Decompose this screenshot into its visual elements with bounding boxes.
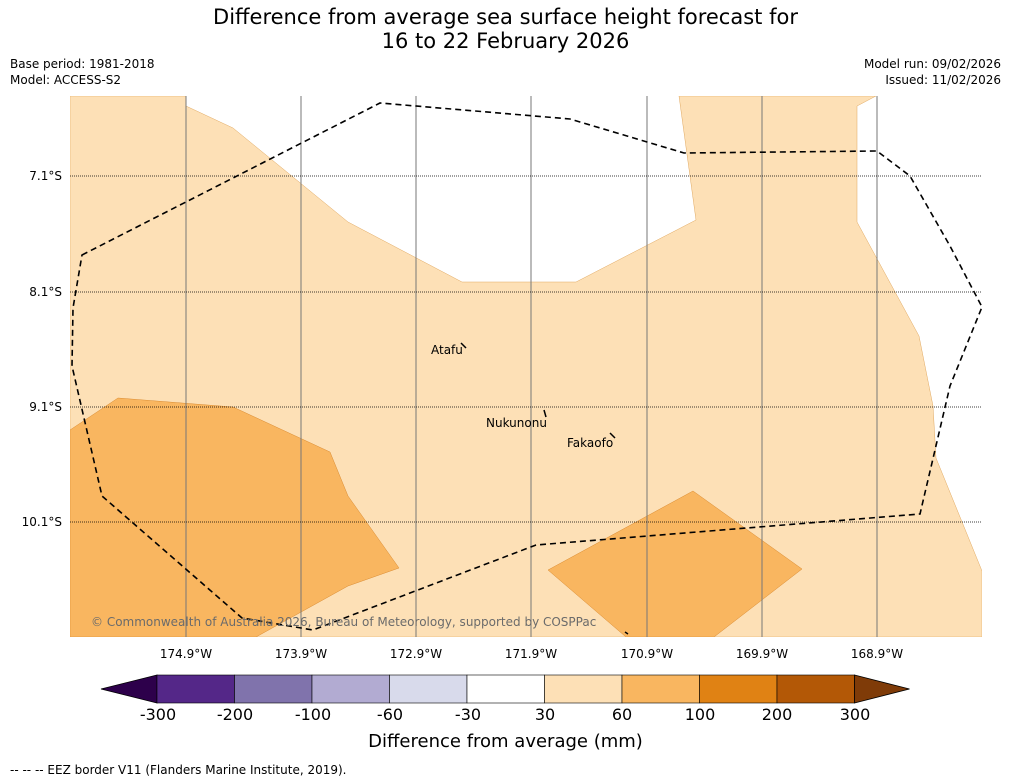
colorbar-tick: 60	[611, 705, 633, 724]
lat-label: 9.1°S	[29, 400, 62, 414]
colorbar-extend-high	[854, 674, 910, 704]
colorbar-tick: -30	[454, 705, 482, 724]
fakaofo-island	[609, 432, 616, 439]
map-canvas: Atafu Nukunonu Fakaofo © Commonwealth of…	[70, 96, 982, 637]
lon-label: 169.9°W	[735, 647, 789, 661]
copyright-notice: © Commonwealth of Australia 2026, Bureau…	[91, 615, 596, 629]
colorbar-tick: 200	[761, 705, 793, 724]
model-run: Model run: 09/02/2026	[863, 57, 1001, 71]
lon-label: 174.9°W	[159, 647, 213, 661]
colorbar-segment	[466, 674, 545, 704]
place-label-nukunonu: Nukunonu	[486, 416, 547, 430]
meta-left: Base period: 1981-2018 Model: ACCESS-S2	[10, 56, 155, 88]
colorbar-tick: 100	[684, 705, 716, 724]
colorbar-tick: 30	[534, 705, 556, 724]
anomaly-region-60-100-southeast	[547, 490, 803, 637]
lon-label: 170.9°W	[620, 647, 674, 661]
colorbar-segment	[621, 674, 700, 704]
place-label-fakaofo: Fakaofo	[567, 436, 613, 450]
eez-legend-note: -- -- -- EEZ border V11 (Flanders Marine…	[10, 763, 347, 777]
title-line-1: Difference from average sea surface heig…	[213, 5, 798, 29]
colorbar-segment	[699, 674, 778, 704]
colorbar-extend-low	[100, 674, 158, 704]
colorbar-tick: -100	[294, 705, 332, 724]
colorbar-label: Difference from average (mm)	[368, 731, 643, 752]
lon-label: 171.9°W	[504, 647, 558, 661]
issued-date: Issued: 11/02/2026	[885, 73, 1001, 87]
title-line-2: 16 to 22 February 2026	[381, 29, 630, 53]
lat-label: 7.1°S	[29, 169, 62, 183]
nukunonu-island	[543, 409, 547, 418]
lon-label: 172.9°W	[389, 647, 443, 661]
eez-border	[71, 102, 982, 631]
base-period: Base period: 1981-2018	[10, 57, 155, 71]
lon-label: 173.9°W	[274, 647, 328, 661]
lat-label: 8.1°S	[29, 285, 62, 299]
colorbar-segment	[389, 674, 468, 704]
lat-label: 10.1°S	[21, 515, 62, 529]
colorbar	[100, 674, 910, 704]
colorbar-segment	[234, 674, 313, 704]
chart-title: Difference from average sea surface heig…	[0, 5, 1011, 53]
colorbar-segment	[544, 674, 623, 704]
colorbar-tick: -60	[376, 705, 404, 724]
atafu-island	[460, 342, 467, 349]
place-label-atafu: Atafu	[431, 343, 463, 357]
colorbar-tick: -200	[216, 705, 254, 724]
lon-label: 168.9°W	[850, 647, 904, 661]
anomaly-region-60-100-west	[70, 397, 400, 637]
meta-right: Model run: 09/02/2026 Issued: 11/02/2026	[864, 56, 1001, 88]
colorbar-tick: 300	[839, 705, 871, 724]
colorbar-segment	[311, 674, 390, 704]
model-name: Model: ACCESS-S2	[10, 73, 122, 87]
colorbar-segment	[156, 674, 235, 704]
island-speck	[624, 631, 629, 635]
colorbar-segment	[776, 674, 855, 704]
meridian-lines	[185, 96, 878, 637]
colorbar-tick: -300	[139, 705, 177, 724]
